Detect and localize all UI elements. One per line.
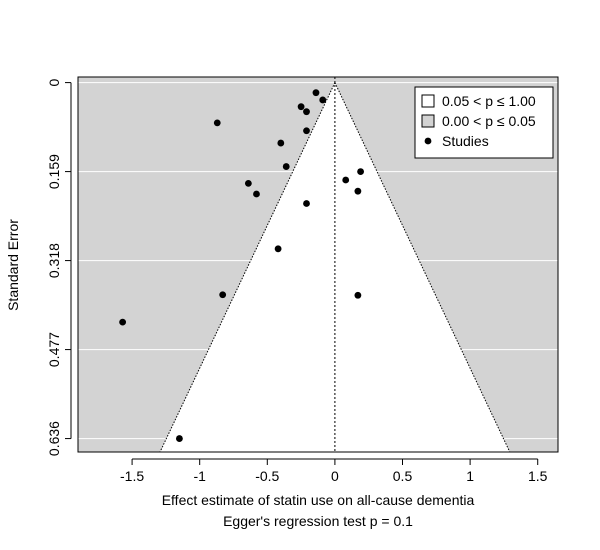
x-axis: -1.5 -1 -0.5 0 0.5 1 1.5 [120,458,548,484]
study-point [119,318,127,326]
legend-box [414,86,554,159]
y-axis-title: Standard Error [5,219,21,311]
y-tick-label: 0 [46,78,62,86]
study-point [176,435,183,442]
plot-border [77,76,559,453]
study-point [219,291,227,299]
nonsignificant-funnel [159,82,510,452]
study-point [303,108,310,116]
legend-swatch [421,94,435,108]
study-point [354,187,362,195]
study-point [282,163,290,170]
x-tick-label: 0.5 [393,468,413,484]
y-tick-label: 0.159 [46,154,62,189]
y-tick-label: 0.636 [46,421,62,456]
legend-point-symbol [424,137,432,145]
x-tick-label: -1 [193,468,206,484]
x-tick-label: -0.5 [255,468,279,484]
funnel-right-boundary [334,82,511,452]
study-point [312,89,320,97]
study-point [213,119,221,127]
egger-test-note: Egger's regression test p = 0.1 [223,513,413,529]
study-point [357,168,364,175]
study-point [303,200,310,207]
x-tick-label: 0 [331,468,339,484]
legend-label: Studies [442,133,489,149]
study-point [354,291,362,299]
legend-label: 0.05 < p ≤ 1.00 [442,93,536,109]
y-tick-label: 0.477 [46,332,62,367]
study-point [303,127,310,135]
study-point [277,139,285,147]
x-tick-label: -1.5 [120,468,144,484]
study-point [319,96,327,104]
y-tick-label: 0.318 [46,243,62,278]
y-axis: 0 0.159 0.318 0.477 0.636 [46,78,72,456]
study-point [274,245,282,253]
funnel-group [159,77,511,452]
x-tick-label: 1.5 [528,468,548,484]
x-axis-title: Effect estimate of statin use on all-cau… [162,492,475,508]
funnel-left-boundary [159,82,336,452]
legend-label: 0.00 < p ≤ 0.05 [442,113,536,129]
study-point [253,190,260,198]
study-point [297,103,305,111]
legend: 0.05 < p ≤ 1.00 0.00 < p ≤ 0.05 Studies [414,86,554,159]
study-point [244,179,252,187]
x-tick-label: 1 [466,468,474,484]
study-point [342,176,350,184]
legend-swatch [421,114,435,128]
